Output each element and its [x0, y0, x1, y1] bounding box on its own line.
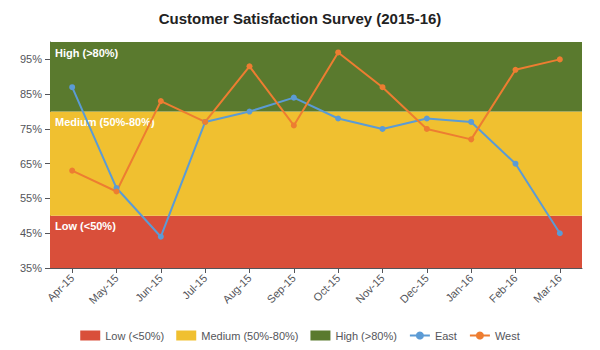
svg-text:High (>80%): High (>80%) [335, 330, 396, 342]
svg-text:Jun-15: Jun-15 [133, 272, 165, 304]
svg-text:65%: 65% [20, 158, 42, 170]
svg-text:High (>80%): High (>80%) [55, 47, 119, 59]
svg-text:West: West [495, 330, 520, 342]
svg-text:Low (<50%): Low (<50%) [105, 330, 164, 342]
svg-text:Medium (50%-80%): Medium (50%-80%) [55, 116, 155, 128]
svg-text:Aug-15: Aug-15 [220, 272, 254, 306]
svg-text:35%: 35% [20, 262, 42, 274]
svg-text:Dec-15: Dec-15 [398, 272, 432, 306]
svg-text:75%: 75% [20, 123, 42, 135]
svg-text:85%: 85% [20, 88, 42, 100]
svg-text:Jan-16: Jan-16 [443, 272, 475, 304]
svg-text:East: East [435, 330, 457, 342]
svg-text:Jul-15: Jul-15 [180, 272, 210, 302]
svg-text:Medium (50%-80%): Medium (50%-80%) [201, 330, 298, 342]
svg-text:Sep-15: Sep-15 [265, 272, 299, 306]
svg-text:May-15: May-15 [86, 272, 120, 306]
svg-text:Low (<50%): Low (<50%) [55, 220, 116, 232]
svg-text:Apr-15: Apr-15 [45, 272, 77, 304]
svg-text:55%: 55% [20, 192, 42, 204]
svg-text:Mar-16: Mar-16 [531, 272, 564, 305]
svg-text:95%: 95% [20, 53, 42, 65]
svg-text:Customer Satisfaction Survey (: Customer Satisfaction Survey (2015-16) [159, 10, 442, 27]
svg-text:45%: 45% [20, 227, 42, 239]
svg-text:Feb-16: Feb-16 [487, 272, 520, 305]
svg-text:Oct-15: Oct-15 [311, 272, 343, 304]
svg-text:Nov-15: Nov-15 [353, 272, 387, 306]
